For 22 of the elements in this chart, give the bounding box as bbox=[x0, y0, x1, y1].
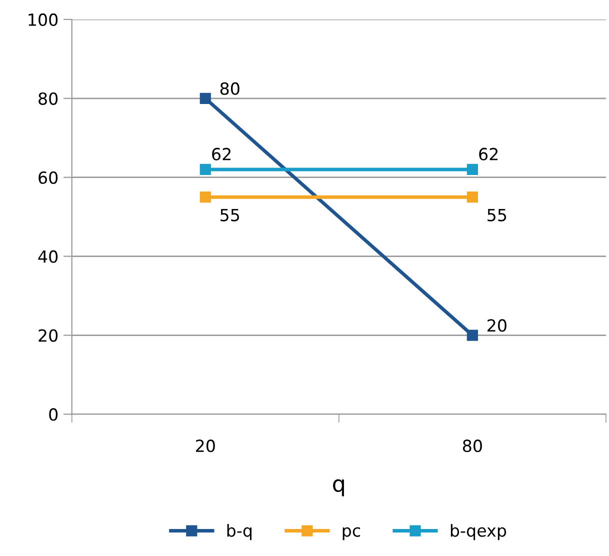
point bbox=[200, 92, 211, 104]
point bbox=[466, 164, 478, 176]
data-label: 62 bbox=[479, 148, 498, 160]
data-label: 62 bbox=[212, 148, 230, 160]
y-tick-label: 60 bbox=[38, 171, 58, 184]
point bbox=[466, 192, 478, 203]
data-label: 80 bbox=[220, 82, 240, 95]
legend-label: b-qexp bbox=[450, 524, 506, 540]
point bbox=[200, 164, 211, 176]
legend-label: pc bbox=[342, 527, 360, 540]
point bbox=[200, 192, 211, 203]
y-tick-label: 40 bbox=[38, 250, 58, 263]
data-label: 55 bbox=[220, 208, 240, 222]
data-label: 20 bbox=[488, 319, 506, 332]
y-tick-label: 0 bbox=[49, 408, 58, 421]
y-tick-label: 100 bbox=[28, 13, 58, 26]
x-axis-title: q bbox=[333, 479, 344, 496]
legend-label: b-q bbox=[227, 524, 252, 540]
data-label: 55 bbox=[488, 208, 506, 222]
y-tick-label: 20 bbox=[38, 329, 58, 342]
point bbox=[466, 330, 478, 341]
y-tick-label: 80 bbox=[38, 92, 58, 105]
